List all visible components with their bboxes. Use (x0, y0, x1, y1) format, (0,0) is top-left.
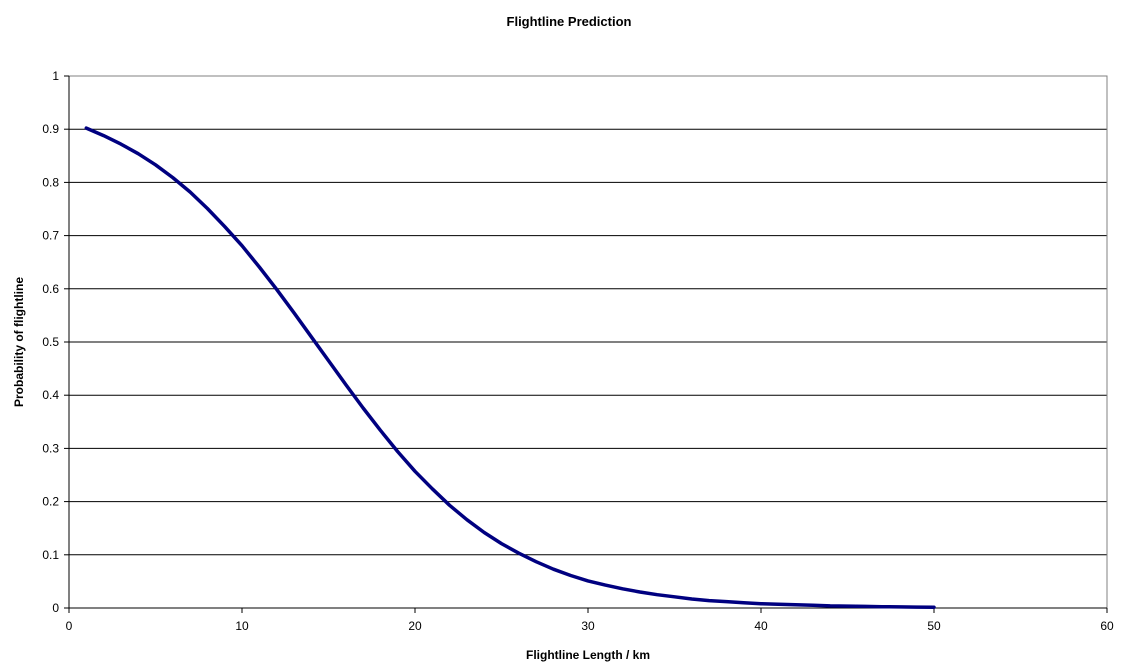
x-tick-label-5: 50 (927, 619, 941, 633)
x-tick-label-1: 10 (235, 619, 249, 633)
y-tick-label-3: 0.3 (42, 441, 59, 455)
series-layer (84, 126, 936, 609)
x-tick-label-4: 40 (754, 619, 768, 633)
y-tick-label-9: 0.9 (42, 122, 59, 136)
y-tick-label-7: 0.7 (42, 229, 59, 243)
y-tick-label-6: 0.6 (42, 282, 59, 296)
x-tick-label-0: 0 (66, 619, 73, 633)
series-line-0 (84, 126, 936, 609)
y-tick-label-10: 1 (52, 69, 59, 83)
y-tick-label-5: 0.5 (42, 335, 59, 349)
y-axis-ticks: 0 0.1 0.2 0.3 0.4 0.5 0.6 0.7 0.8 0.9 1 (42, 69, 69, 615)
x-tick-label-6: 60 (1100, 619, 1114, 633)
x-axis-label: Flightline Length / km (526, 648, 650, 662)
y-tick-label-2: 0.2 (42, 495, 59, 509)
y-tick-label-1: 0.1 (42, 548, 59, 562)
chart-title: Flightline Prediction (507, 14, 632, 29)
y-tick-label-0: 0 (52, 601, 59, 615)
y-tick-label-8: 0.8 (42, 175, 59, 189)
x-tick-label-3: 30 (581, 619, 595, 633)
gridlines (69, 128, 1107, 556)
x-axis-ticks: 0 10 20 30 40 50 60 (66, 608, 1114, 633)
y-axis-label: Probability of flightline (12, 277, 26, 407)
y-tick-label-4: 0.4 (42, 388, 59, 402)
x-tick-label-2: 20 (408, 619, 422, 633)
